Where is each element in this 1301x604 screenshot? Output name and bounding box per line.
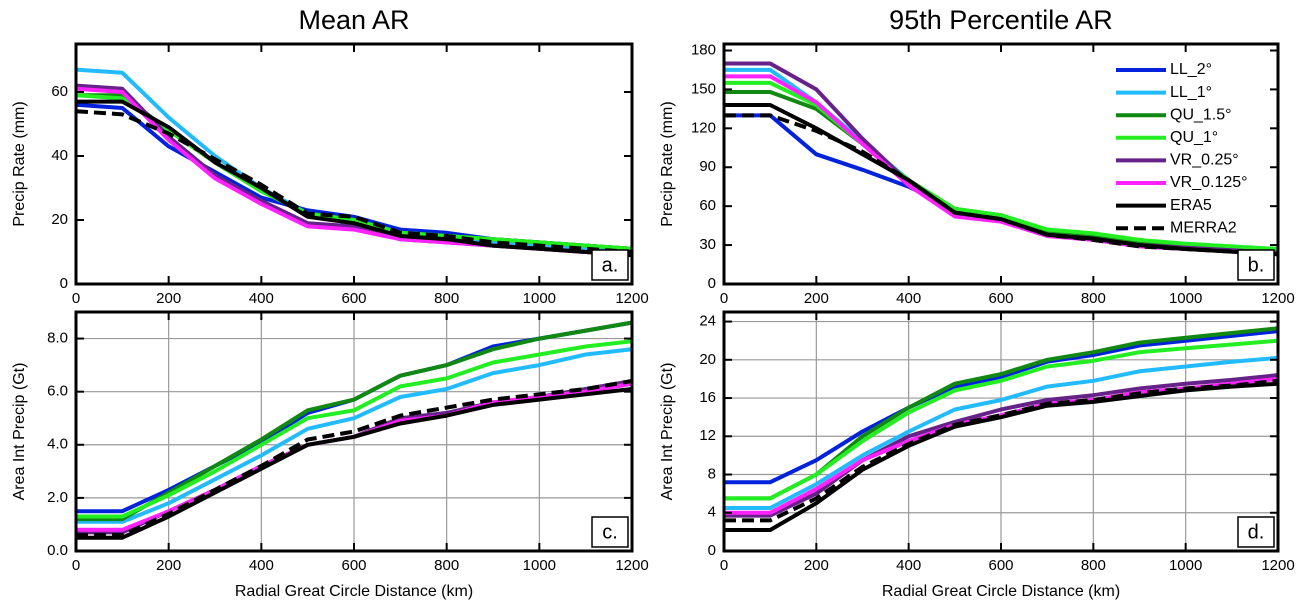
x-tick-label: 1000 — [1169, 557, 1202, 574]
y-axis-label: Area Int Precip (Gt) — [11, 363, 28, 501]
series-line — [76, 387, 632, 540]
x-tick-label: 400 — [249, 290, 274, 307]
x-tick-label: 400 — [896, 290, 921, 307]
legend-label: QU_1° — [1170, 129, 1218, 146]
x-tick-label: 1200 — [1261, 557, 1294, 574]
panel-label-box — [591, 249, 629, 281]
plot-area — [724, 61, 1278, 257]
panel-label: a. — [602, 254, 619, 276]
x-axis-label: Radial Great Circle Distance (km) — [882, 583, 1120, 600]
y-tick-label: 60 — [51, 83, 68, 100]
x-tick-label: 800 — [1081, 290, 1106, 307]
y-tick-label: 4 — [708, 504, 716, 521]
legend-label: LL_2° — [1170, 61, 1212, 78]
series-line — [724, 338, 1278, 501]
series-line — [76, 93, 632, 251]
x-tick-label: 200 — [156, 290, 181, 307]
chart-title: 95th Percentile AR — [889, 5, 1113, 35]
series-line — [76, 320, 632, 522]
y-tick-label: 6.0 — [47, 383, 68, 400]
panel-label: c. — [602, 521, 618, 543]
y-tick-label: 30 — [699, 236, 716, 253]
series-line — [724, 378, 1278, 523]
y-tick-label: 0 — [708, 542, 716, 559]
panel-label: d. — [1248, 521, 1265, 543]
series-line — [76, 347, 632, 524]
y-tick-label: 20 — [51, 211, 68, 228]
series-line — [76, 379, 632, 538]
x-tick-label: 1200 — [1261, 290, 1294, 307]
legend-label: ERA5 — [1170, 197, 1212, 214]
legend-label: LL_1° — [1170, 84, 1212, 101]
plot-area — [724, 326, 1278, 532]
x-tick-label: 0 — [72, 557, 80, 574]
x-tick-label: 200 — [804, 557, 829, 574]
x-tick-label: 1200 — [615, 290, 648, 307]
panel-label-box — [591, 516, 629, 548]
x-tick-label: 600 — [988, 557, 1013, 574]
legend-label: MERRA2 — [1170, 219, 1237, 236]
y-tick-label: 12 — [699, 427, 716, 444]
y-tick-label: 120 — [691, 119, 716, 136]
y-tick-label: 20 — [699, 351, 716, 368]
plot-area — [76, 67, 632, 258]
x-tick-label: 600 — [341, 557, 366, 574]
series-line — [724, 355, 1278, 510]
legend-label: VR_0.125° — [1170, 174, 1248, 191]
y-tick-label: 16 — [699, 389, 716, 406]
x-tick-label: 1000 — [1169, 290, 1202, 307]
y-tick-label: 8.0 — [47, 330, 68, 347]
y-tick-label: 40 — [51, 147, 68, 164]
x-tick-label: 400 — [896, 557, 921, 574]
x-tick-label: 200 — [804, 290, 829, 307]
x-tick-label: 200 — [156, 557, 181, 574]
x-axis-label: Radial Great Circle Distance (km) — [235, 583, 473, 600]
x-tick-label: 0 — [72, 290, 80, 307]
y-axis-label: Precip Rate (mm) — [11, 101, 28, 226]
series-line — [76, 109, 632, 254]
chart-title: Mean AR — [298, 5, 409, 35]
x-tick-label: 0 — [720, 557, 728, 574]
y-tick-label: 2.0 — [47, 489, 68, 506]
x-tick-label: 600 — [341, 290, 366, 307]
plot-area — [76, 320, 632, 540]
series-line — [724, 373, 1278, 518]
y-tick-label: 150 — [691, 80, 716, 97]
y-axis-label: Area Int Precip (Gt) — [659, 363, 676, 501]
x-tick-label: 0 — [720, 290, 728, 307]
series-line — [76, 99, 632, 258]
legend-label: QU_1.5° — [1170, 106, 1232, 123]
panel-label-box — [1237, 249, 1275, 281]
panel-label: b. — [1248, 254, 1265, 276]
series-line — [724, 329, 1278, 485]
y-tick-label: 0.0 — [47, 542, 68, 559]
x-tick-label: 800 — [1081, 557, 1106, 574]
x-tick-label: 600 — [988, 290, 1013, 307]
x-tick-label: 800 — [434, 290, 459, 307]
y-tick-label: 8 — [708, 465, 716, 482]
panel-label-box — [1237, 516, 1275, 548]
x-tick-label: 1200 — [615, 557, 648, 574]
y-tick-label: 90 — [699, 158, 716, 175]
x-tick-label: 400 — [249, 557, 274, 574]
series-line — [76, 339, 632, 519]
y-tick-label: 0 — [60, 275, 68, 292]
y-tick-label: 4.0 — [47, 436, 68, 453]
x-tick-label: 1000 — [523, 557, 556, 574]
y-tick-label: 24 — [699, 313, 716, 330]
series-line — [76, 86, 632, 258]
y-tick-label: 180 — [691, 41, 716, 58]
series-line — [724, 113, 1278, 257]
y-tick-label: 60 — [699, 197, 716, 214]
y-axis-label: Precip Rate (mm) — [659, 101, 676, 226]
y-tick-label: 0 — [708, 275, 716, 292]
x-tick-label: 800 — [434, 557, 459, 574]
x-tick-label: 1000 — [523, 290, 556, 307]
legend-label: VR_0.25° — [1170, 152, 1239, 169]
